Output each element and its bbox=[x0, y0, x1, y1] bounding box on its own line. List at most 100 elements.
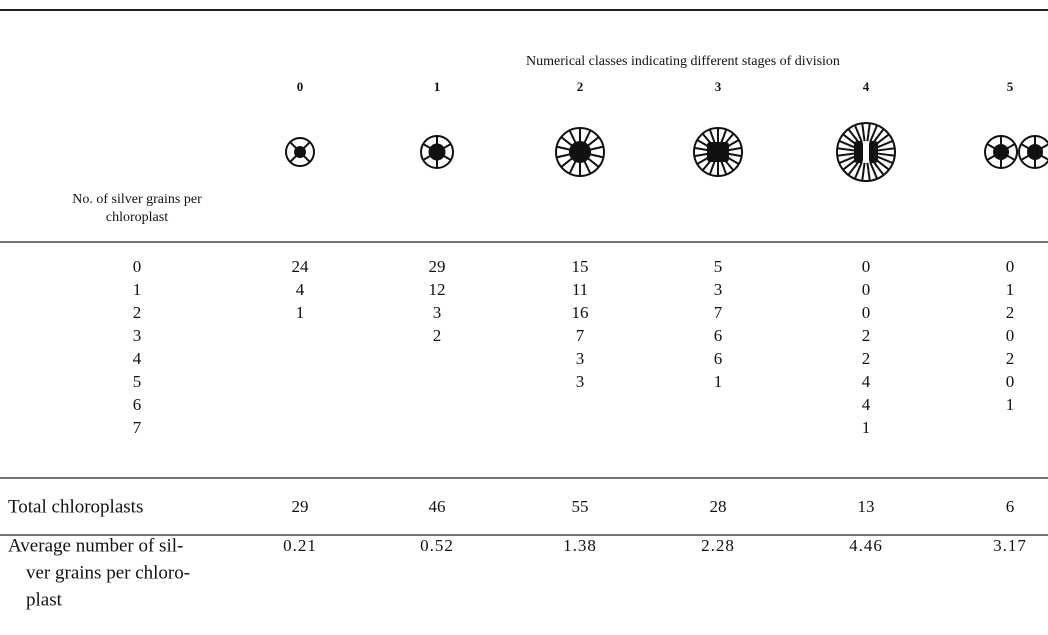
average-cell: 0.21 bbox=[283, 536, 317, 555]
cell: 3 bbox=[714, 280, 723, 299]
icon-core bbox=[993, 144, 1009, 160]
cell: 3 bbox=[433, 303, 442, 322]
total-label: Total chloroplasts bbox=[8, 496, 143, 517]
row-label: 1 bbox=[133, 280, 142, 299]
row-header: No. of silver grains per bbox=[72, 192, 202, 207]
icon-core bbox=[1027, 144, 1043, 160]
cell: 0 bbox=[862, 257, 871, 276]
icon-spoke bbox=[557, 147, 572, 150]
cell: 29 bbox=[429, 257, 446, 276]
icon-spoke bbox=[304, 156, 310, 162]
icon-spoke bbox=[561, 158, 573, 167]
cell: 4 bbox=[862, 372, 871, 391]
icon-core bbox=[707, 142, 729, 162]
cell: 2 bbox=[1006, 303, 1015, 322]
cell: 2 bbox=[433, 326, 442, 345]
icon-spoke bbox=[877, 148, 895, 150]
row-label: 4 bbox=[133, 349, 142, 368]
icon-spoke bbox=[587, 158, 599, 167]
column-number: 0 bbox=[297, 79, 304, 94]
cell: 24 bbox=[292, 257, 310, 276]
icon-spoke bbox=[584, 130, 591, 144]
cell: 4 bbox=[296, 280, 305, 299]
column-number: 2 bbox=[577, 79, 584, 94]
icon-core bbox=[429, 144, 446, 161]
row-label: 0 bbox=[133, 257, 142, 276]
row-label: 5 bbox=[133, 372, 142, 391]
icon-spoke bbox=[837, 148, 855, 150]
spanner-heading: Numerical classes indicating different s… bbox=[526, 54, 840, 69]
icon-spoke bbox=[557, 154, 572, 157]
icon-core bbox=[854, 141, 863, 163]
icon-spoke bbox=[570, 160, 577, 174]
cell: 0 bbox=[1006, 326, 1015, 345]
icon-spoke bbox=[867, 163, 869, 181]
cell: 3 bbox=[576, 349, 585, 368]
icon-spoke bbox=[721, 161, 726, 174]
cell: 0 bbox=[862, 280, 871, 299]
average-label: ver grains per chloro- bbox=[26, 562, 190, 583]
icon-spoke bbox=[837, 153, 855, 155]
cell: 0 bbox=[862, 303, 871, 322]
division-icons bbox=[286, 123, 1048, 181]
column-number: 1 bbox=[434, 79, 441, 94]
icon-spoke bbox=[710, 161, 715, 174]
row-label: 7 bbox=[133, 418, 142, 437]
cell: 7 bbox=[714, 303, 723, 322]
table: Numerical classes indicating different s… bbox=[0, 0, 1048, 635]
icon-spoke bbox=[584, 160, 591, 174]
icon-spoke bbox=[710, 129, 715, 142]
icon-spoke bbox=[728, 154, 742, 156]
icon-spoke bbox=[561, 137, 573, 146]
column-number: 4 bbox=[863, 79, 870, 94]
page: Numerical classes indicating different s… bbox=[0, 0, 1048, 635]
cell: 11 bbox=[572, 280, 588, 299]
icon-spoke bbox=[877, 153, 895, 155]
cell: 12 bbox=[429, 280, 446, 299]
icon-spoke bbox=[589, 147, 604, 150]
cell: 1 bbox=[714, 372, 723, 391]
icon-spoke bbox=[694, 154, 708, 156]
icon-spoke bbox=[862, 123, 864, 141]
icon-spoke bbox=[589, 154, 604, 157]
cell: 0 bbox=[1006, 257, 1015, 276]
average-cell: 2.28 bbox=[701, 536, 735, 555]
row-label: 2 bbox=[133, 303, 142, 322]
cell: 5 bbox=[714, 257, 723, 276]
icon-spoke bbox=[570, 130, 577, 144]
icon-core bbox=[869, 141, 878, 163]
total-cell: 46 bbox=[429, 497, 446, 516]
average-cell: 1.38 bbox=[563, 536, 597, 555]
icon-spoke bbox=[290, 142, 296, 148]
icon-spoke bbox=[862, 163, 864, 181]
cell: 1 bbox=[862, 418, 871, 437]
cell: 0 bbox=[1006, 372, 1015, 391]
total-cell: 55 bbox=[572, 497, 589, 516]
average-label: Average number of sil- bbox=[8, 535, 183, 556]
cell: 1 bbox=[1006, 280, 1015, 299]
cell: 3 bbox=[576, 372, 585, 391]
icon-spoke bbox=[694, 148, 708, 150]
average-label: plast bbox=[26, 589, 63, 610]
cell: 16 bbox=[572, 303, 589, 322]
row-label: 6 bbox=[133, 395, 142, 414]
column-number: 3 bbox=[715, 79, 722, 94]
column-number: 5 bbox=[1007, 79, 1014, 94]
average-cell: 3.17 bbox=[993, 536, 1027, 555]
row-label: 3 bbox=[133, 326, 142, 345]
icon-ring bbox=[837, 123, 895, 181]
total-cell: 28 bbox=[710, 497, 727, 516]
average-cell: 0.52 bbox=[420, 536, 454, 555]
icon-spoke bbox=[290, 156, 296, 162]
cell: 1 bbox=[296, 303, 305, 322]
icon-spoke bbox=[721, 129, 726, 142]
icon-spoke bbox=[867, 123, 869, 141]
cell: 15 bbox=[572, 257, 589, 276]
cell: 1 bbox=[1006, 395, 1015, 414]
cell: 6 bbox=[714, 326, 723, 345]
icon-spoke bbox=[587, 137, 599, 146]
cell: 2 bbox=[1006, 349, 1015, 368]
row-header: chloroplast bbox=[106, 210, 168, 225]
icon-core bbox=[569, 141, 591, 163]
cell: 2 bbox=[862, 326, 871, 345]
